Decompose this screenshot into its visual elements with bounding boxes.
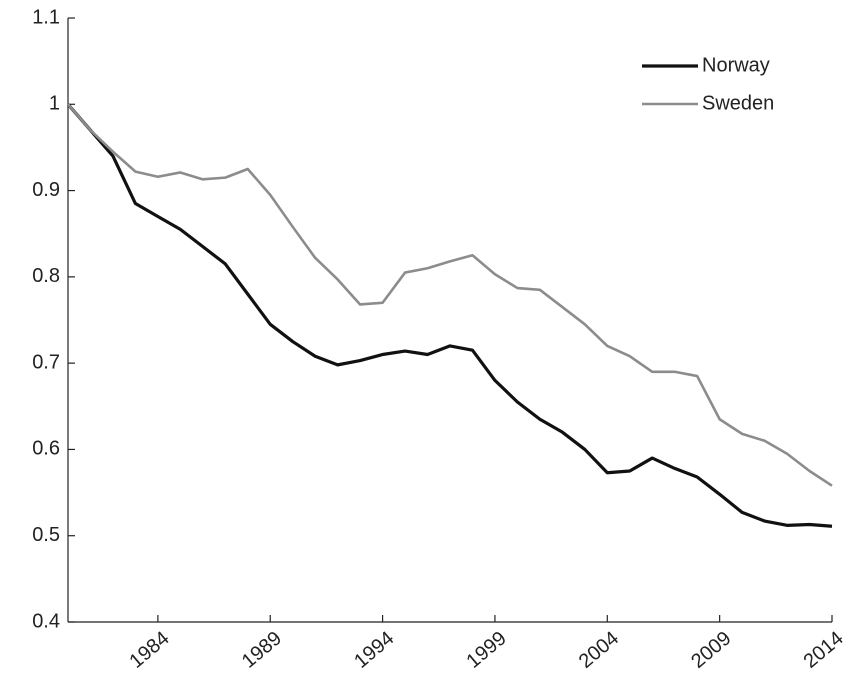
line-series xyxy=(66,103,833,528)
y-tick-label: 0.5 xyxy=(32,524,60,546)
x-tick-label: 1989 xyxy=(238,627,286,672)
legend-label: Norway xyxy=(702,54,770,76)
x-tick-label: 2004 xyxy=(575,627,623,672)
y-tick-label: 0.9 xyxy=(32,179,60,201)
legend-label: Sweden xyxy=(702,92,774,114)
y-tick-label: 0.7 xyxy=(32,351,60,373)
y-tick-label: 1 xyxy=(49,93,60,115)
line-series xyxy=(67,103,833,487)
y-tick-label: 1.1 xyxy=(32,6,60,28)
y-tick-label: 0.4 xyxy=(32,610,60,632)
x-tick-label: 1984 xyxy=(125,627,173,672)
x-tick-label: 2009 xyxy=(687,627,735,672)
y-tick-label: 0.6 xyxy=(32,438,60,460)
y-tick-label: 0.8 xyxy=(32,265,60,287)
x-tick-label: 2014 xyxy=(800,627,848,672)
x-tick-label: 1999 xyxy=(463,627,511,672)
x-tick-label: 1994 xyxy=(350,627,398,672)
